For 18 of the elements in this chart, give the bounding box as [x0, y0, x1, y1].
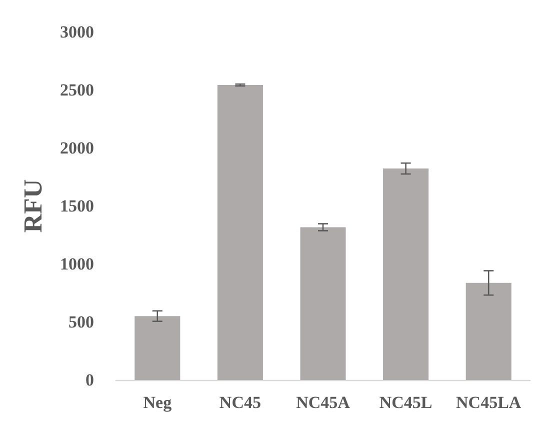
bar [134, 316, 180, 380]
y-axis-title: RFU [18, 179, 48, 233]
bar [217, 85, 263, 380]
bar [466, 282, 512, 380]
y-tick-label: 1000 [60, 254, 94, 274]
x-tick-label: NC45 [219, 393, 261, 412]
y-tick-label: 1500 [60, 196, 94, 216]
bar [300, 227, 346, 380]
y-tick-label: 500 [68, 312, 94, 332]
x-tick-label: NC45L [379, 393, 432, 412]
x-tick-label: NC45LA [456, 393, 522, 412]
x-tick-label: Neg [143, 393, 172, 412]
y-tick-label: 3000 [60, 22, 94, 42]
y-tick-label: 2500 [60, 80, 94, 100]
x-tick-label: NC45A [296, 393, 351, 412]
y-tick-label: 2000 [60, 138, 94, 158]
bar [383, 168, 429, 380]
y-tick-label: 0 [86, 370, 94, 390]
